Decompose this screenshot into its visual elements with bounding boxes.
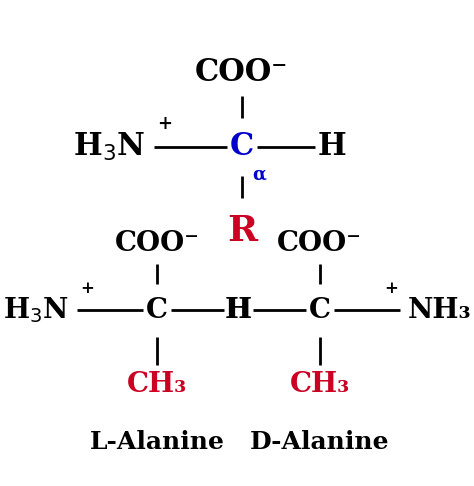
- Text: +: +: [80, 280, 94, 297]
- Text: H: H: [318, 131, 347, 162]
- Text: D-Alanine: D-Alanine: [250, 431, 390, 454]
- Text: COO⁻: COO⁻: [277, 229, 362, 257]
- Text: H$_3$N: H$_3$N: [73, 131, 145, 163]
- Text: α: α: [252, 165, 266, 183]
- Text: +: +: [384, 280, 398, 297]
- Text: R: R: [227, 214, 257, 248]
- Text: H: H: [226, 297, 252, 324]
- Text: NH₃: NH₃: [408, 297, 472, 324]
- Text: CH₃: CH₃: [290, 371, 350, 398]
- Text: +: +: [157, 115, 172, 133]
- Text: C: C: [146, 297, 168, 324]
- Text: H: H: [225, 297, 251, 324]
- Text: COO⁻: COO⁻: [115, 229, 200, 257]
- Text: C: C: [309, 297, 331, 324]
- Text: CH₃: CH₃: [127, 371, 187, 398]
- Text: COO⁻: COO⁻: [195, 57, 289, 88]
- Text: C: C: [230, 131, 254, 162]
- Text: L-Alanine: L-Alanine: [90, 431, 225, 454]
- Text: H$_3$N: H$_3$N: [3, 295, 69, 325]
